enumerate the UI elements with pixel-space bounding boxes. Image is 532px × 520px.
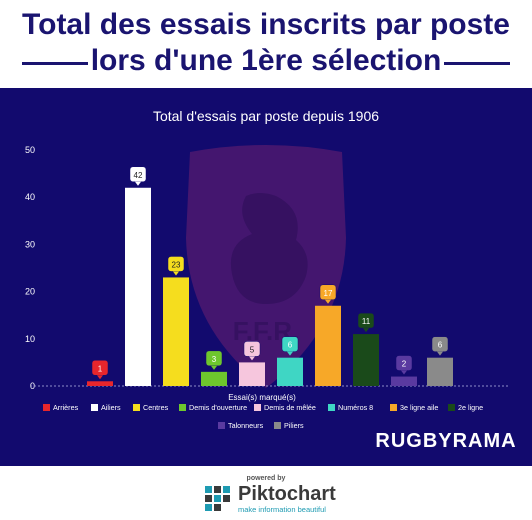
y-tick-label: 20 [25,287,35,297]
legend-swatch [328,404,335,411]
data-label: 11 [362,317,371,326]
title-rule-left [22,62,88,65]
legend-label: Talonneurs [228,421,264,430]
legend-swatch [179,404,186,411]
legend-swatch [43,404,50,411]
legend-label: Centres [143,403,169,412]
data-label: 17 [324,289,333,298]
y-tick-label: 40 [25,192,35,202]
data-label-pointer [97,375,103,380]
legend-swatch [218,422,225,429]
data-label-pointer [211,365,217,370]
chart-panel: F.F.R. Total d'essais par poste depuis 1… [0,88,532,466]
legend-swatch [254,404,261,411]
data-label-pointer [173,271,179,276]
legend-label: 2e ligne [458,403,483,412]
data-label-pointer [249,356,255,361]
bar [201,371,227,386]
data-label: 3 [212,355,217,364]
bar [163,277,189,386]
legend-label: Ailiers [101,403,121,412]
legend-swatch [448,404,455,411]
legend-swatch [91,404,98,411]
bar [353,334,379,386]
data-label-pointer [401,370,407,375]
data-label-pointer [287,351,293,356]
data-label: 1 [98,364,103,373]
data-label-pointer [325,299,331,304]
legend-label: Piliers [284,421,304,430]
legend-label: 3e ligne aile [400,403,438,412]
bar [391,376,417,386]
page-title-line1: Total des essais inscrits par poste [22,8,510,41]
bar [315,305,341,386]
y-tick-label: 30 [25,239,35,249]
page-title-line2: lors d'une 1ère sélection [90,44,442,77]
legend-label: Demis d'ouverture [189,403,247,412]
bar-chart: F.F.R. Total d'essais par poste depuis 1… [25,108,516,452]
legend-swatch [390,404,397,411]
data-label-pointer [437,351,443,356]
chart-title: Total d'essais par poste depuis 1906 [153,108,379,124]
title-rule-right [444,62,510,65]
piktochart-logo-icon [204,485,232,513]
data-label: 6 [438,341,443,350]
y-tick-label: 10 [25,334,35,344]
bar [239,362,265,386]
bar [277,357,303,386]
legend-label: Numéros 8 [338,403,373,412]
x-axis-label: Essai(s) marqué(s) [228,393,296,402]
rugbyrama-logo: RUGBYRAMA [375,430,516,452]
powered-by-text: powered by [246,475,286,482]
legend-swatch [133,404,140,411]
y-tick-label: 0 [30,381,35,391]
legend-label: Demis de mêlée [264,403,316,412]
data-label: 23 [172,260,181,269]
footer: powered by Piktochart make information b… [0,466,532,520]
bar [125,187,151,386]
data-label-pointer [135,181,141,186]
data-label: 6 [288,341,293,350]
legend-label: Arrières [53,403,79,412]
piktochart-tagline: make information beautiful [238,505,326,514]
data-label-pointer [363,328,369,333]
data-label: 2 [402,360,407,369]
header: Total des essais inscrits par poste lors… [0,0,532,88]
bar [427,357,453,386]
ffr-crest-watermark: F.F.R. [186,145,346,388]
data-label: 5 [250,345,255,354]
bar [87,381,113,386]
y-tick-label: 50 [25,145,35,155]
legend-swatch [274,422,281,429]
piktochart-name: Piktochart [238,483,336,505]
data-label: 42 [134,171,143,180]
